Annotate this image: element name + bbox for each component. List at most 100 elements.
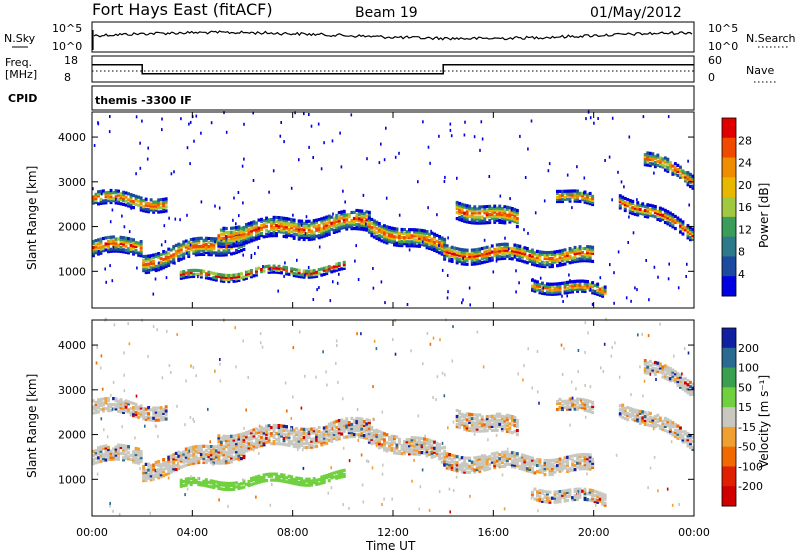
echo-cell [573, 247, 577, 252]
echo-cell [295, 272, 299, 276]
echo-cell [385, 225, 389, 229]
echo-cell [553, 288, 557, 292]
echo-cell [224, 251, 228, 255]
echo-cell [315, 438, 319, 442]
echo-cell [157, 204, 161, 208]
echo-cell [139, 141, 141, 145]
echo-cell [372, 441, 376, 445]
echo-cell [515, 458, 519, 462]
echo-cell [563, 283, 567, 287]
echo-cell [390, 226, 394, 230]
echo-cell [219, 487, 223, 491]
echo-cell [651, 370, 655, 374]
echo-cell [583, 465, 587, 469]
echo-cell [197, 483, 201, 487]
echo-cell [528, 259, 532, 263]
echo-cell [277, 230, 281, 234]
echo-cell [450, 251, 454, 255]
echo-cell [410, 234, 414, 238]
echo-cell [212, 449, 216, 453]
echo-cell [347, 431, 351, 435]
echo-cell [124, 452, 128, 456]
echo-cell [127, 247, 130, 251]
echo-cell [539, 276, 542, 280]
echo-cell [237, 482, 241, 486]
echo-cell [686, 177, 690, 181]
echo-cell [493, 220, 497, 224]
echo-cell [174, 451, 178, 455]
echo-cell [503, 211, 507, 215]
echo-cell [621, 409, 625, 413]
echo-cell [172, 469, 176, 473]
echo-cell [681, 232, 685, 236]
echo-cell [548, 288, 552, 292]
echo-cell [129, 249, 133, 253]
echo-cell [543, 464, 547, 469]
echo-cell [365, 428, 369, 432]
echo-cell [310, 443, 314, 447]
echo-cell [287, 233, 291, 237]
echo-cell [403, 444, 406, 448]
echo-cell [257, 218, 261, 222]
echo-cell [475, 466, 479, 470]
echo-cell [197, 481, 201, 485]
echo-cell [425, 452, 429, 456]
echo-cell [566, 403, 569, 407]
echo-cell [586, 465, 589, 469]
echo-cell [515, 418, 519, 423]
echo-cell [445, 460, 449, 464]
echo-cell [485, 215, 489, 219]
echo-cell [237, 274, 241, 278]
echo-cell [237, 458, 241, 462]
echo-cell [510, 209, 514, 213]
echo-cell [97, 400, 100, 404]
echo-cell [503, 209, 507, 213]
echo-cell [370, 425, 374, 430]
echo-cell [300, 273, 304, 277]
echo-cell [230, 230, 233, 234]
echo-cell [247, 269, 251, 274]
echo-cell [588, 463, 592, 467]
echo-cell [352, 428, 356, 433]
echo-cell [107, 409, 110, 413]
echo-cell [465, 464, 469, 468]
echo-cell [290, 440, 294, 444]
echo-cell [505, 246, 509, 250]
echo-cell [144, 268, 148, 273]
echo-cell [307, 445, 311, 450]
echo-cell [546, 263, 549, 267]
echo-cell [509, 197, 511, 201]
echo-cell [172, 455, 176, 459]
echo-cell [132, 408, 135, 412]
echo-cell [385, 229, 389, 233]
echo-cell [661, 157, 665, 161]
echo-cell [179, 253, 183, 257]
echo-cell [505, 417, 509, 421]
echo-cell [222, 230, 226, 234]
echo-cell [681, 383, 685, 387]
echo-cell [179, 247, 183, 251]
echo-cell [194, 480, 198, 484]
echo-cell [520, 247, 524, 251]
echo-cell [520, 467, 524, 471]
echo-cell [322, 224, 326, 228]
echo-cell [677, 286, 680, 290]
echo-cell [232, 440, 236, 444]
echo-cell [235, 222, 237, 226]
echo-cell [235, 232, 238, 236]
echo-cell [658, 208, 662, 212]
echo-cell [523, 248, 527, 252]
echo-cell [107, 194, 110, 199]
echo-cell [556, 290, 559, 294]
echo-cell [114, 243, 118, 247]
echo-cell [573, 281, 577, 285]
echo-cell [109, 402, 113, 407]
echo-cell [393, 449, 396, 453]
echo-cell [643, 208, 647, 212]
echo-cell [413, 238, 416, 242]
echo-cell [576, 287, 579, 291]
echo-cell [551, 260, 554, 264]
echo-cell [335, 470, 339, 474]
echo-cell [159, 475, 163, 479]
echo-cell [395, 235, 399, 239]
